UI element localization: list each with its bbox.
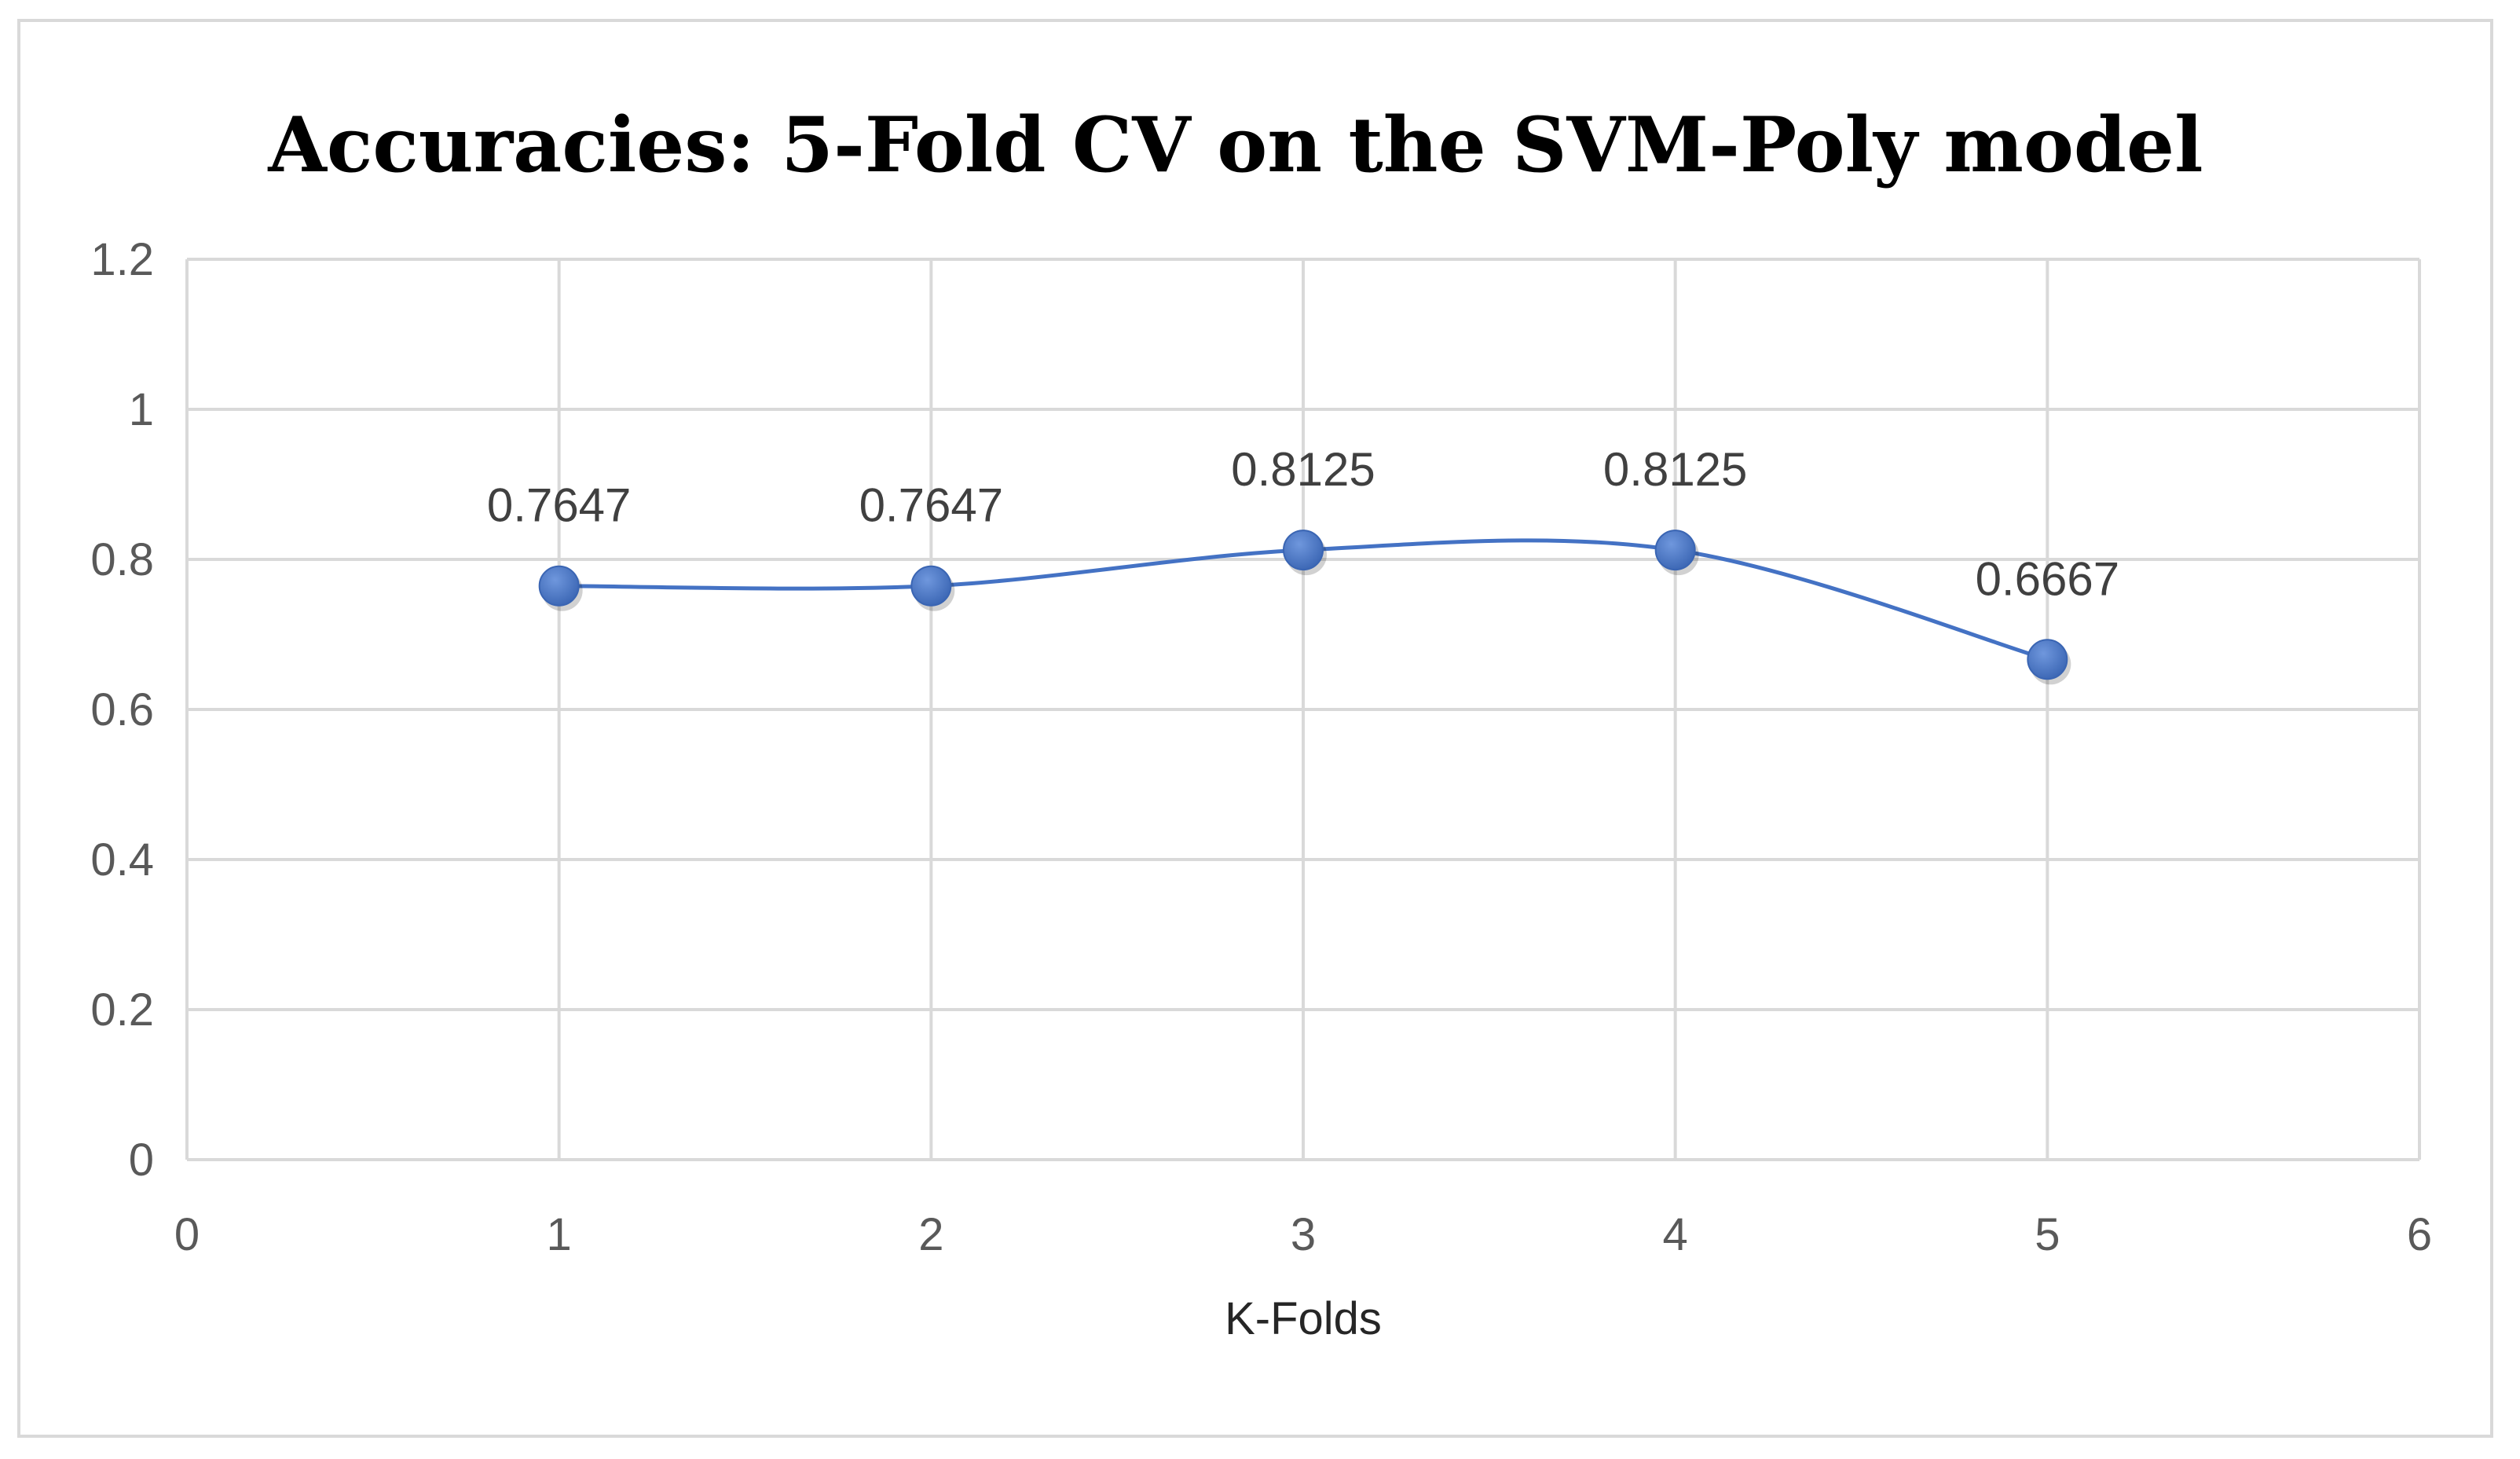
data-labels: 0.7647 0.7647 0.8125 0.8125 0.6667 [487, 443, 2119, 605]
x-tick-label: 3 [1291, 1209, 1316, 1260]
data-label: 0.8125 [1231, 443, 1375, 496]
y-tick-label: 0.6 [90, 684, 154, 735]
x-tick-label: 4 [1663, 1209, 1688, 1260]
y-tick-label: 0.8 [90, 534, 154, 585]
data-label: 0.7647 [487, 479, 632, 532]
x-tick-label: 1 [547, 1209, 572, 1260]
y-tick-label: 1 [129, 384, 154, 435]
x-tick-label: 6 [2407, 1209, 2432, 1260]
data-label: 0.6667 [1976, 552, 2120, 605]
x-tick-label: 5 [2035, 1209, 2060, 1260]
chart-frame: Accuracies: 5-Fold CV on the SVM-Poly mo… [17, 19, 2493, 1438]
x-tick-label: 0 [174, 1209, 200, 1260]
y-tick-label: 0.4 [90, 834, 154, 885]
data-point [538, 565, 580, 607]
data-point [2027, 639, 2068, 680]
data-point [1654, 530, 1696, 571]
y-axis-ticks: 0 0.2 0.4 0.6 0.8 1 1.2 [90, 234, 154, 1186]
y-tick-label: 1.2 [90, 234, 154, 285]
y-tick-label: 0.2 [90, 984, 154, 1036]
x-tick-label: 2 [918, 1209, 943, 1260]
gridlines [185, 258, 2421, 1161]
data-label: 0.7647 [859, 479, 1004, 532]
data-point [1283, 530, 1324, 571]
data-label: 0.8125 [1603, 443, 1748, 496]
x-axis-label: K-Folds [1225, 1293, 1382, 1344]
chart-title: Accuracies: 5-Fold CV on the SVM-Poly mo… [267, 101, 2203, 189]
data-point [910, 565, 952, 607]
series-layer [538, 530, 2071, 685]
line-chart: Accuracies: 5-Fold CV on the SVM-Poly mo… [90, 101, 2432, 1344]
x-axis-ticks: 0 1 2 3 4 5 6 [174, 1209, 2432, 1260]
y-tick-label: 0 [129, 1135, 154, 1186]
